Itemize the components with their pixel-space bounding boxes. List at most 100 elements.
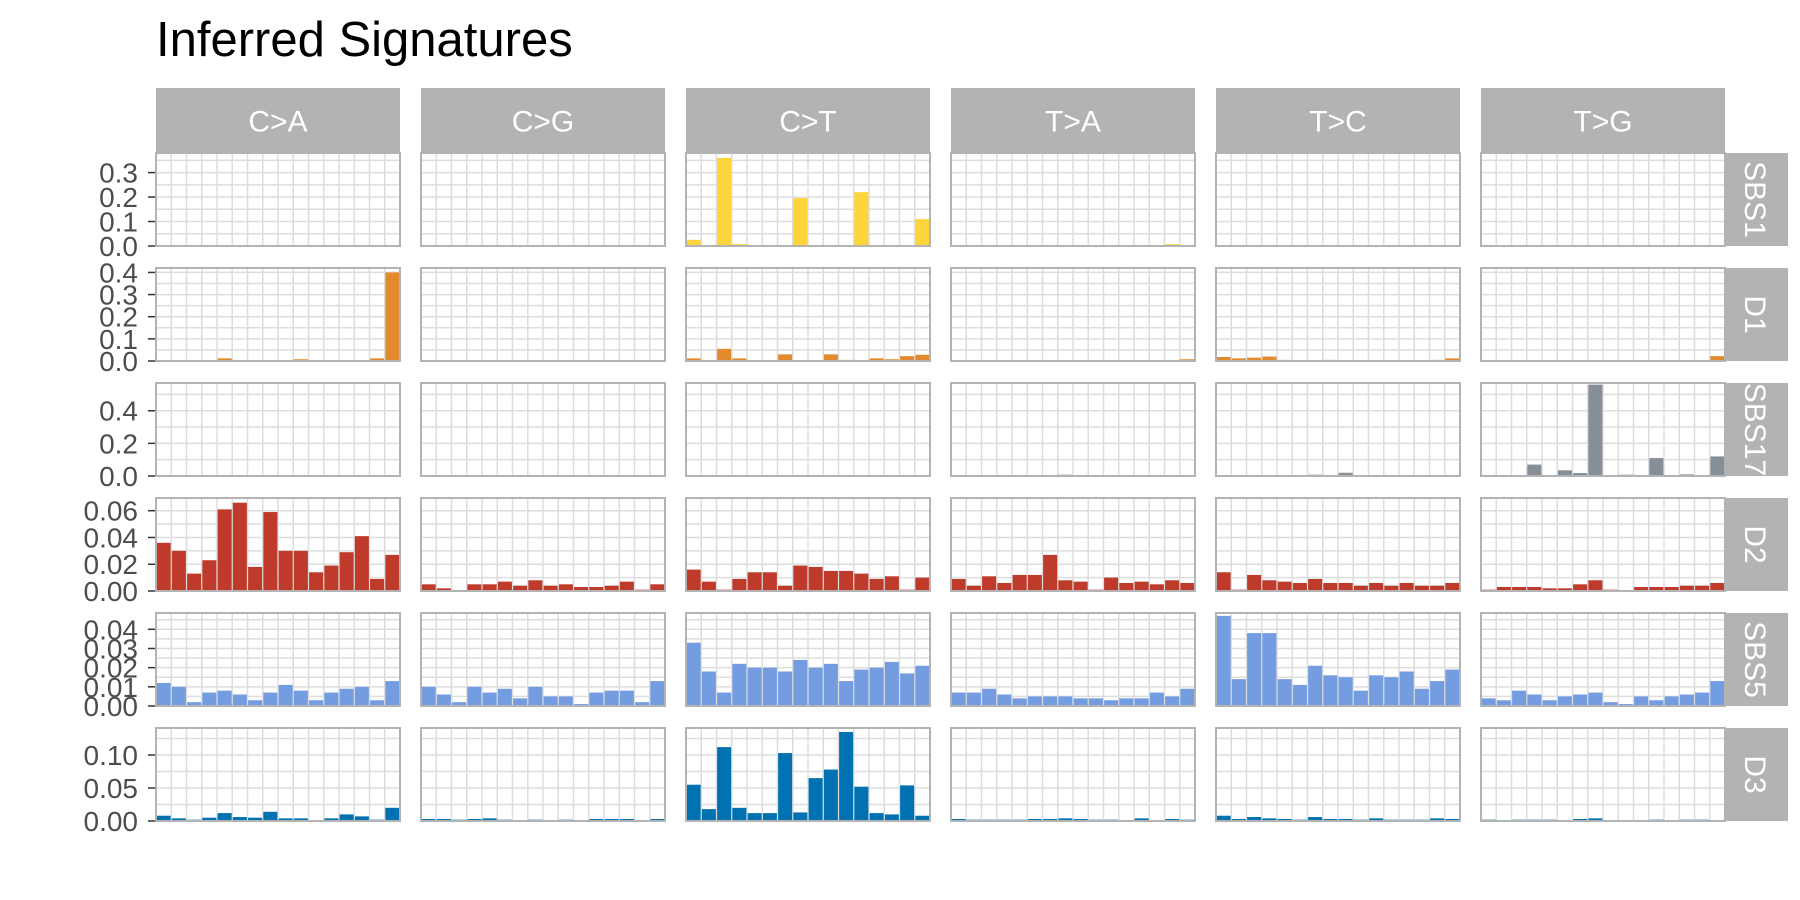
bar [1180,582,1195,591]
bar [982,688,997,706]
bar [1399,671,1414,706]
y-tick-label: 0.0 [99,346,138,377]
bar [650,681,665,706]
panel-border [420,382,666,477]
bar [1695,692,1710,706]
y-tick-label: 0.05 [84,773,139,804]
bar [732,358,747,361]
bar [1338,582,1353,591]
column-strip-label: C>G [512,106,575,139]
y-tick-label: 0.3 [99,280,138,311]
row-strip-label: D1 [1738,295,1771,333]
column-strip [1216,88,1460,153]
bar [1134,581,1149,591]
y-tick-label: 0.1 [99,207,138,238]
bar [900,785,915,821]
bar [1353,690,1368,706]
bar [793,659,808,706]
panel-border [155,497,401,592]
panel-border [1480,267,1726,362]
panel-border [1480,612,1726,707]
bar [854,669,869,706]
bar [202,560,217,591]
bar [278,550,293,591]
bar [823,769,838,821]
bar [732,807,747,821]
bar [1216,615,1231,706]
panel-border [950,497,1196,592]
y-tick-label: 0.01 [84,672,139,703]
bar [248,817,263,821]
bar [1445,358,1460,361]
bar [1058,580,1073,591]
bar [293,818,308,821]
bar [1104,700,1119,706]
row-strip [1724,613,1788,706]
panel-border [420,612,666,707]
bar [732,663,747,706]
bar [1119,582,1134,591]
bar [156,542,171,591]
row-strip [1724,498,1788,591]
bar [732,578,747,591]
bar [1430,681,1445,706]
column-strip-label: T>A [1045,106,1101,139]
bar [884,576,899,591]
bar [869,578,884,591]
y-tick-label: 0.04 [84,522,139,553]
panel-border [1215,497,1461,592]
bar [1043,554,1058,591]
bar [263,692,278,706]
bar [248,566,263,591]
panel-border [1215,727,1461,822]
bar [482,584,497,591]
bar [686,239,701,246]
bar [823,570,838,591]
y-tick-label: 0.03 [84,633,139,664]
y-tick-label: 0.4 [99,396,138,427]
bar [1247,633,1262,706]
bar [915,354,930,361]
bar [1262,580,1277,591]
panel-border [685,727,931,822]
bar [869,358,884,361]
bar [452,702,467,706]
panel-border [1480,497,1726,592]
bar [997,694,1012,706]
bar [1231,358,1246,361]
bar [1710,681,1725,706]
bar [854,192,869,246]
panel-border [420,267,666,362]
bar [1679,694,1694,706]
row-strip-label: D3 [1738,755,1771,793]
bar [762,667,777,706]
bar [686,784,701,821]
y-tick-label: 0.1 [99,324,138,355]
bar [884,661,899,706]
bar [1557,588,1572,591]
bar [1323,582,1338,591]
bar [263,512,278,591]
bar [778,671,793,706]
bar [1557,696,1572,706]
bar [558,696,573,706]
panel-border [155,267,401,362]
bar [1134,818,1149,821]
panel-border [420,727,666,822]
bar [1088,698,1103,706]
bar [839,681,854,706]
bar [1496,586,1511,591]
bar [793,565,808,591]
bar [915,577,930,591]
bar [854,573,869,591]
bar [1527,464,1542,476]
bar [747,667,762,706]
bar [604,585,619,591]
bar [823,354,838,361]
bar [1149,584,1164,591]
bar [686,358,701,361]
bar [1231,679,1246,706]
row-strip-label: SBS17 [1738,383,1771,476]
bar [232,694,247,706]
